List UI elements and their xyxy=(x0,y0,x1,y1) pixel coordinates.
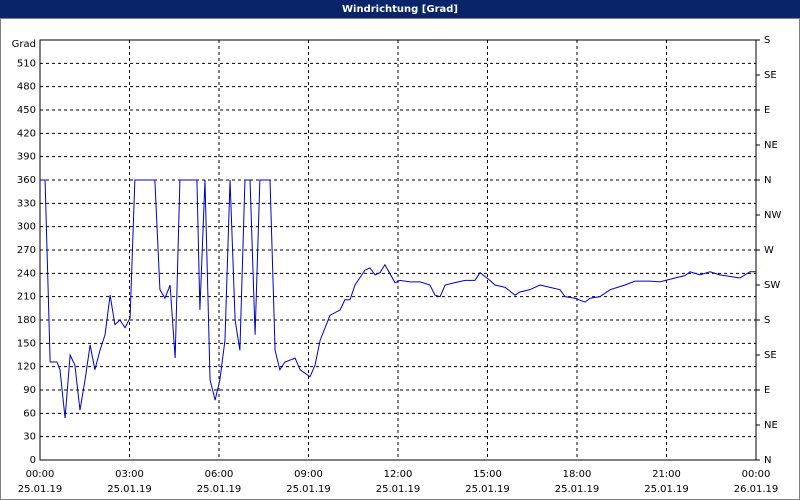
y2-tick-label: NW xyxy=(764,210,781,221)
y2-tick-label: E xyxy=(764,105,770,116)
y2-tick-label: N xyxy=(764,455,771,466)
y2-tick-label: N xyxy=(764,175,771,186)
y-tick-label: 120 xyxy=(17,362,36,373)
y-axis-label: Grad xyxy=(12,39,36,50)
x-tick-label: 06:00 xyxy=(205,469,234,480)
y2-tick-label: S xyxy=(764,315,770,326)
y-tick-label: 330 xyxy=(17,198,36,209)
x-tick-date: 25.01.19 xyxy=(376,484,421,495)
y2-tick-label: SE xyxy=(764,70,777,81)
x-tick-date: 26.01.19 xyxy=(734,484,779,495)
y-tick-label: 150 xyxy=(17,338,36,349)
chart-title: Windrichtung [Grad] xyxy=(342,4,458,15)
y-tick-label: 300 xyxy=(17,222,36,233)
y2-tick-label: SW xyxy=(764,280,780,291)
y-tick-label: 30 xyxy=(23,432,36,443)
x-tick-label: 18:00 xyxy=(563,469,592,480)
x-tick-label: 21:00 xyxy=(652,469,681,480)
y2-tick-label: NE xyxy=(764,140,778,151)
x-tick-date: 25.01.19 xyxy=(197,484,242,495)
y-tick-label: 210 xyxy=(17,292,36,303)
frame xyxy=(0,18,800,500)
y-tick-label: 390 xyxy=(17,152,36,163)
y-tick-label: 480 xyxy=(17,82,36,93)
y-tick-label: 270 xyxy=(17,245,36,256)
y-tick-label: 450 xyxy=(17,105,36,116)
y2-tick-label: W xyxy=(764,245,774,256)
x-tick-label: 00:00 xyxy=(742,469,771,480)
y2-tick-label: S xyxy=(764,35,770,46)
y-tick-label: 90 xyxy=(23,385,36,396)
data-line xyxy=(40,179,756,419)
plot-border xyxy=(39,39,757,461)
y2-tick-label: SE xyxy=(764,350,777,361)
y-tick-label: 510 xyxy=(17,58,36,69)
x-tick-date: 25.01.19 xyxy=(465,484,510,495)
x-tick-date: 25.01.19 xyxy=(18,484,63,495)
title-bar xyxy=(0,0,800,18)
x-tick-date: 25.01.19 xyxy=(644,484,689,495)
y2-tick-label: NE xyxy=(764,420,778,431)
x-tick-label: 09:00 xyxy=(294,469,323,480)
x-tick-label: 12:00 xyxy=(384,469,413,480)
x-tick-label: 15:00 xyxy=(473,469,502,480)
y-tick-label: 60 xyxy=(23,408,36,419)
y-tick-label: 180 xyxy=(17,315,36,326)
x-tick-date: 25.01.19 xyxy=(555,484,600,495)
y2-tick-label: E xyxy=(764,385,770,396)
y-tick-label: 360 xyxy=(17,175,36,186)
x-tick-label: 03:00 xyxy=(115,469,144,480)
x-tick-date: 25.01.19 xyxy=(286,484,331,495)
x-tick-label: 00:00 xyxy=(26,469,55,480)
y-tick-label: 420 xyxy=(17,128,36,139)
y-tick-label: 240 xyxy=(17,268,36,279)
x-tick-date: 25.01.19 xyxy=(107,484,152,495)
y-tick-label: 0 xyxy=(30,455,36,466)
